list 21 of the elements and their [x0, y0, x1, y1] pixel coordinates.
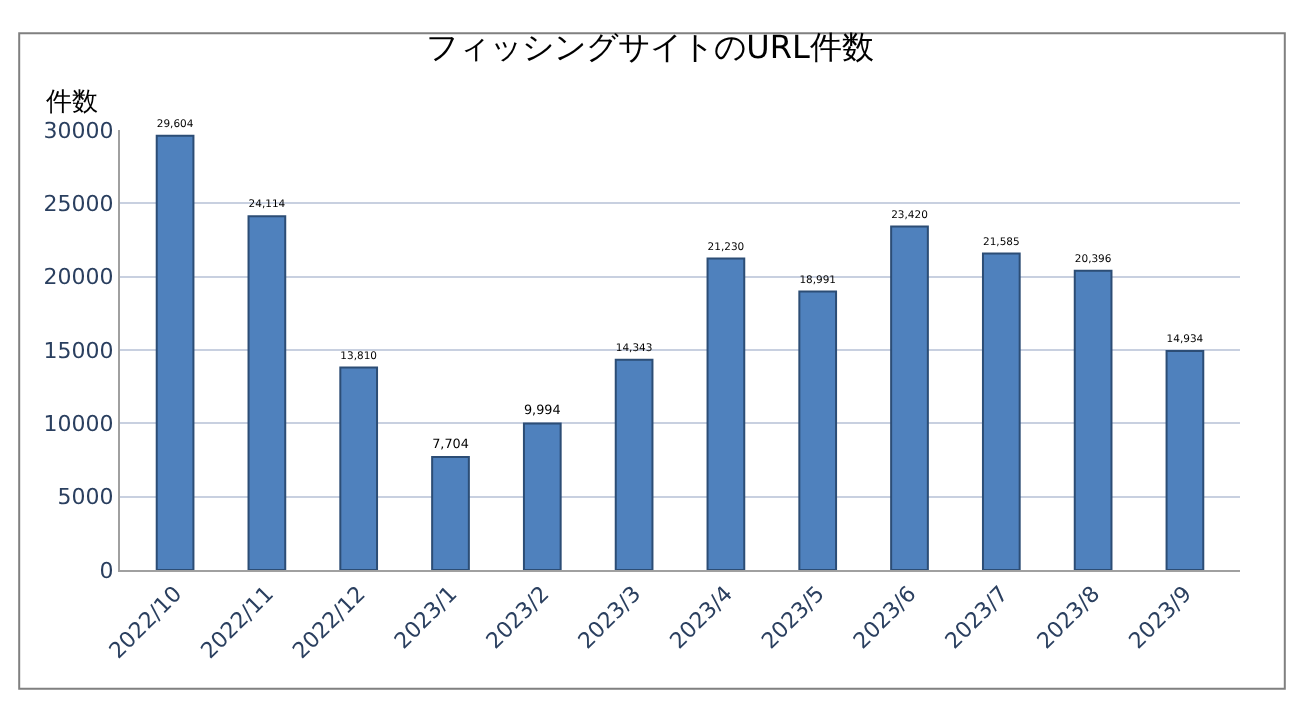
y-tick-label: 25000: [43, 191, 114, 218]
bar: [431, 456, 470, 570]
y-tick-label: 30000: [43, 117, 114, 144]
bar: [339, 366, 379, 570]
bar: [981, 252, 1021, 570]
y-tick-label: 15000: [43, 337, 114, 364]
y-tick-label: 10000: [43, 411, 114, 438]
y-tick-label: 5000: [57, 484, 114, 511]
bar: [247, 215, 287, 570]
y-axis-title: 件数: [46, 88, 98, 118]
chart-title: フィッシングサイトのURL件数: [426, 28, 874, 67]
bar: [890, 225, 929, 570]
y-tick-label: 0: [99, 557, 114, 584]
bar: [614, 358, 654, 570]
bar: [1073, 269, 1113, 570]
bar: [706, 257, 746, 570]
y-tick-label: 20000: [43, 264, 114, 291]
bar: [1165, 349, 1205, 570]
bar: [798, 290, 838, 570]
bar: [155, 134, 195, 570]
bar: [522, 422, 562, 570]
